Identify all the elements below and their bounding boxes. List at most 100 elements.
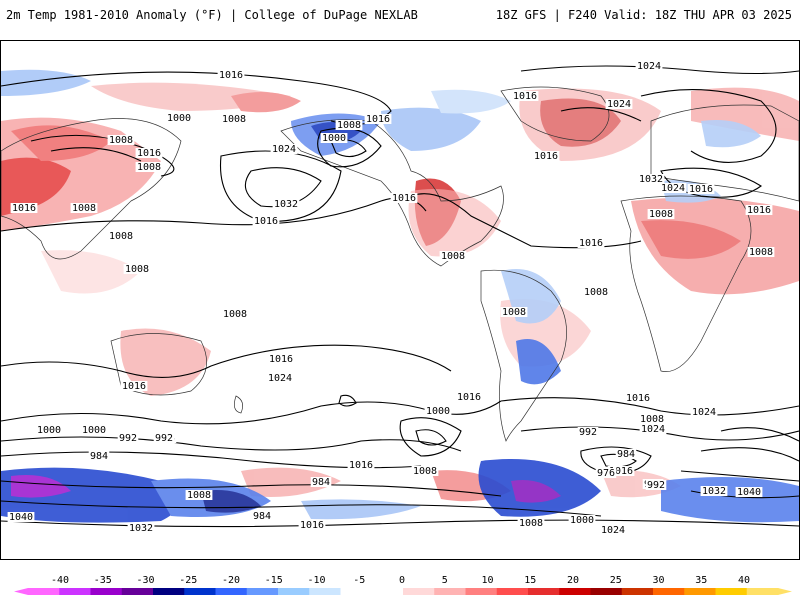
isobar-label-background [390,193,418,203]
colorbar-swatch [528,588,560,595]
colorbar-swatch [121,588,154,595]
isobar-label-background [217,70,245,80]
isobar-label-background [335,120,363,130]
colorbar-swatch [59,588,91,595]
isobar-label-background [153,433,175,443]
isobar-label: 1008 [137,162,161,173]
colorbar-swatch [153,588,185,595]
isobar-label: 1016 [609,466,633,477]
model-run-info: 18Z GFS | F240 Valid: 18Z THU APR 03 202… [495,8,792,22]
isobar-label: 1000 [82,425,106,436]
isobar-label: 1016 [513,91,537,102]
isobar-label: 1008 [125,264,149,275]
colorbar-swatch [278,588,310,595]
colorbar-swatch [715,588,748,595]
isobar-label: 1016 [300,520,324,531]
isobar-label-background [624,393,652,403]
isobar-label: 1016 [457,392,481,403]
colorbar-swatch [590,588,623,595]
isobar-label-background [577,238,605,248]
isobar-label: 1008 [222,114,246,125]
isobar-label-background [659,183,687,193]
colorbar-max-arrow [778,588,792,595]
isobar-label: 1016 [349,460,373,471]
isobar-label: 1016 [689,184,713,195]
colorbar-tick-label: 25 [610,575,622,586]
isobar-label: 1032 [702,486,726,497]
isobar-label-background [135,148,163,158]
colorbar-swatch [621,588,654,595]
isobar-label: 1024 [641,424,665,435]
isobar-label: 984 [617,449,635,460]
isobar-label-background [607,466,635,476]
isobar-label-background [127,523,155,533]
isobar-label-background [364,114,392,124]
isobar-label: 1008 [109,231,133,242]
isobar-label-background [185,490,213,500]
isobar-label-background [123,264,151,274]
colorbar-tick-label: -5 [353,575,365,586]
isobar-label: 1016 [534,151,558,162]
colorbar-tick-label: 10 [481,575,493,586]
colorbar-tick-label: 20 [567,575,579,586]
colorbar-swatch [653,588,685,595]
isobar-label-background [700,486,728,496]
isobar-label-background [88,451,110,461]
isobar-label: 984 [312,477,330,488]
isobar-label-background [637,174,665,184]
isobar-label: 1008 [109,135,133,146]
isobar-label-background [747,247,775,257]
isobar-label-background [599,525,627,535]
isobar-label-background [221,309,249,319]
isobar-label: 1040 [737,487,761,498]
isobar-label-background [298,520,326,530]
isobar-label: 1016 [137,148,161,159]
isobar-label: 1016 [254,216,278,227]
colorbar-tick-label: 15 [524,575,536,586]
isobar-label: 1024 [661,183,685,194]
isobar-label: 1008 [72,203,96,214]
isobar-label-background [107,135,135,145]
isobar-label: 1040 [9,512,33,523]
isobar-label-background [35,425,63,435]
isobar-label-background [595,468,617,478]
isobar-label-background [7,512,35,522]
colorbar-swatch [371,588,404,595]
isobar-label-background [266,373,294,383]
isobar-label: 1008 [441,251,465,262]
isobar-label: 1016 [579,238,603,249]
warm-anomaly-shading [1,82,799,502]
isobar-label-background [424,406,452,416]
colorbar-swatch [215,588,248,595]
isobar-label-background [252,216,280,226]
isobar-label-background [645,480,667,490]
isobar-label-background [568,515,596,525]
colorbar-swatch [309,588,341,595]
isobar-label-background [639,424,667,434]
isobar-label-background [135,162,163,172]
isobar-label-background [582,287,610,297]
isobar-label-background [251,511,273,521]
colorbar: -40 -35 -30 -25 -20 -15 -10 -5 0 5 10 15 20 25 30 35 40 [14,575,792,595]
header: 2m Temp 1981-2010 Anomaly (°F) | College… [0,0,800,30]
isobar-label: 1016 [626,393,650,404]
isobar-label: 1016 [12,203,36,214]
isobar-label-background [347,460,375,470]
isobar-label-background [638,414,666,424]
isobar-label: 992 [647,480,665,491]
isobar-label-background [687,184,715,194]
isobars [1,65,799,528]
colorbar-swatch [434,588,466,595]
colorbar-tick-label: 5 [442,575,448,586]
isobar-label-background [577,427,599,437]
isobar-label-background [165,113,193,123]
map-panel: 1016 1000 1008 1008 1016 1008 1032 1016 1024 1000… [0,40,800,560]
isobar-label: 1008 [337,120,361,131]
isobar-label-background [310,477,332,487]
colorbar-swatch [340,588,373,595]
colorbar-swatch [246,588,279,595]
isobar-label-background [272,199,300,209]
isobar-label: 1000 [167,113,191,124]
isobar-label: 1008 [223,309,247,320]
isobar-label: 1032 [129,523,153,534]
